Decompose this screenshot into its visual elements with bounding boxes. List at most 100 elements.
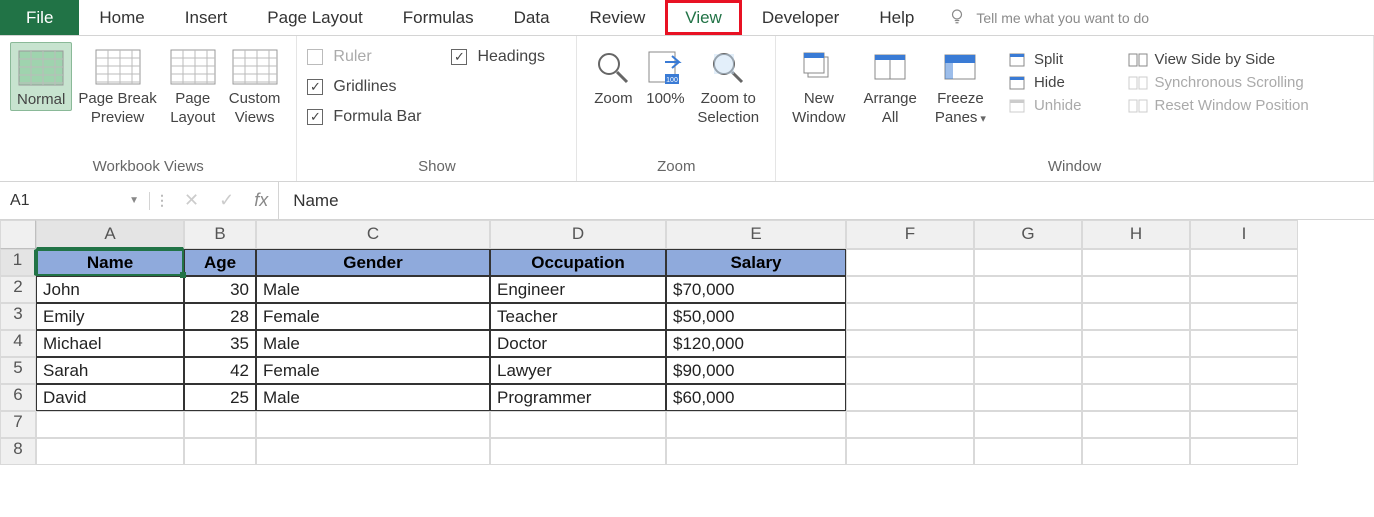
tab-formulas[interactable]: Formulas <box>383 0 494 35</box>
cell-C3[interactable]: Female <box>256 303 490 330</box>
100--button[interactable]: 100 100% <box>639 42 691 109</box>
cell-G1[interactable] <box>974 249 1082 276</box>
cell-F4[interactable] <box>846 330 974 357</box>
row-header-2[interactable]: 2 <box>0 276 36 303</box>
cell-E2[interactable]: $70,000 <box>666 276 846 303</box>
cell-I8[interactable] <box>1190 438 1298 465</box>
column-header-H[interactable]: H <box>1082 220 1190 249</box>
cell-I4[interactable] <box>1190 330 1298 357</box>
cell-F1[interactable] <box>846 249 974 276</box>
cell-I2[interactable] <box>1190 276 1298 303</box>
cell-A2[interactable]: John <box>36 276 184 303</box>
column-header-I[interactable]: I <box>1190 220 1298 249</box>
tab-developer[interactable]: Developer <box>742 0 860 35</box>
cell-A6[interactable]: David <box>36 384 184 411</box>
row-header-6[interactable]: 6 <box>0 384 36 411</box>
cell-D6[interactable]: Programmer <box>490 384 666 411</box>
cell-I6[interactable] <box>1190 384 1298 411</box>
cell-F8[interactable] <box>846 438 974 465</box>
row-header-5[interactable]: 5 <box>0 357 36 384</box>
cell-E5[interactable]: $90,000 <box>666 357 846 384</box>
zoom-button[interactable]: Zoom <box>587 42 639 109</box>
cell-H8[interactable] <box>1082 438 1190 465</box>
cell-H1[interactable] <box>1082 249 1190 276</box>
cell-D2[interactable]: Engineer <box>490 276 666 303</box>
tab-page-layout[interactable]: Page Layout <box>247 0 382 35</box>
cell-D8[interactable] <box>490 438 666 465</box>
arrange-all-button[interactable]: ArrangeAll <box>858 42 923 128</box>
checkbox-headings[interactable]: ✓Headings <box>451 48 545 66</box>
checkbox-gridlines[interactable]: ✓Gridlines <box>307 78 421 96</box>
cell-B4[interactable]: 35 <box>184 330 256 357</box>
name-box-dropdown-icon[interactable]: ▼ <box>129 195 139 206</box>
cell-E7[interactable] <box>666 411 846 438</box>
cell-E8[interactable] <box>666 438 846 465</box>
checkbox-formula-bar[interactable]: ✓Formula Bar <box>307 108 421 126</box>
hide-button[interactable]: Hide <box>1006 71 1082 94</box>
cell-D4[interactable]: Doctor <box>490 330 666 357</box>
cell-H3[interactable] <box>1082 303 1190 330</box>
new-window-button[interactable]: NewWindow <box>786 42 851 128</box>
cell-E3[interactable]: $50,000 <box>666 303 846 330</box>
cell-G5[interactable] <box>974 357 1082 384</box>
cell-I5[interactable] <box>1190 357 1298 384</box>
zoom-to-selection-button[interactable]: Zoom toSelection <box>691 42 765 128</box>
column-header-D[interactable]: D <box>490 220 666 249</box>
cell-F5[interactable] <box>846 357 974 384</box>
column-header-E[interactable]: E <box>666 220 846 249</box>
spreadsheet-grid[interactable]: ABCDEFGHI1NameAgeGenderOccupationSalary2… <box>0 220 1374 465</box>
split-button[interactable]: Split <box>1006 48 1082 71</box>
accept-formula-icon[interactable]: ✓ <box>209 190 244 211</box>
custom-button[interactable]: CustomViews <box>223 42 287 128</box>
cell-A3[interactable]: Emily <box>36 303 184 330</box>
page-break-button[interactable]: Page BreakPreview <box>72 42 162 128</box>
cell-B5[interactable]: 42 <box>184 357 256 384</box>
cell-F6[interactable] <box>846 384 974 411</box>
cell-C5[interactable]: Female <box>256 357 490 384</box>
cell-B3[interactable]: 28 <box>184 303 256 330</box>
tab-review[interactable]: Review <box>570 0 666 35</box>
cell-I7[interactable] <box>1190 411 1298 438</box>
cell-C1[interactable]: Gender <box>256 249 490 276</box>
page-button[interactable]: PageLayout <box>163 42 223 128</box>
row-header-3[interactable]: 3 <box>0 303 36 330</box>
cell-B2[interactable]: 30 <box>184 276 256 303</box>
cell-B1[interactable]: Age <box>184 249 256 276</box>
tab-file[interactable]: File <box>0 0 79 35</box>
row-header-4[interactable]: 4 <box>0 330 36 357</box>
tab-help[interactable]: Help <box>859 0 934 35</box>
cell-G2[interactable] <box>974 276 1082 303</box>
column-header-G[interactable]: G <box>974 220 1082 249</box>
cell-D5[interactable]: Lawyer <box>490 357 666 384</box>
cell-C4[interactable]: Male <box>256 330 490 357</box>
fx-icon[interactable]: fx <box>244 190 278 211</box>
cell-H2[interactable] <box>1082 276 1190 303</box>
cell-G6[interactable] <box>974 384 1082 411</box>
row-header-7[interactable]: 7 <box>0 411 36 438</box>
cell-D1[interactable]: Occupation <box>490 249 666 276</box>
cell-E1[interactable]: Salary <box>666 249 846 276</box>
cell-F2[interactable] <box>846 276 974 303</box>
cancel-formula-icon[interactable]: ✕ <box>174 190 209 211</box>
cell-G4[interactable] <box>974 330 1082 357</box>
normal-button[interactable]: Normal <box>10 42 72 111</box>
cell-A7[interactable] <box>36 411 184 438</box>
column-header-A[interactable]: A <box>36 220 184 249</box>
formula-input[interactable] <box>278 182 1374 219</box>
cell-H6[interactable] <box>1082 384 1190 411</box>
cell-G7[interactable] <box>974 411 1082 438</box>
cell-D3[interactable]: Teacher <box>490 303 666 330</box>
cell-B7[interactable] <box>184 411 256 438</box>
cell-H7[interactable] <box>1082 411 1190 438</box>
cell-F3[interactable] <box>846 303 974 330</box>
cell-I1[interactable] <box>1190 249 1298 276</box>
cell-D7[interactable] <box>490 411 666 438</box>
tell-me-search[interactable]: Tell me what you want to do <box>934 0 1149 35</box>
select-all-corner[interactable] <box>0 220 36 249</box>
cell-B6[interactable]: 25 <box>184 384 256 411</box>
column-header-F[interactable]: F <box>846 220 974 249</box>
cell-G3[interactable] <box>974 303 1082 330</box>
tab-data[interactable]: Data <box>494 0 570 35</box>
cell-C7[interactable] <box>256 411 490 438</box>
cell-C8[interactable] <box>256 438 490 465</box>
